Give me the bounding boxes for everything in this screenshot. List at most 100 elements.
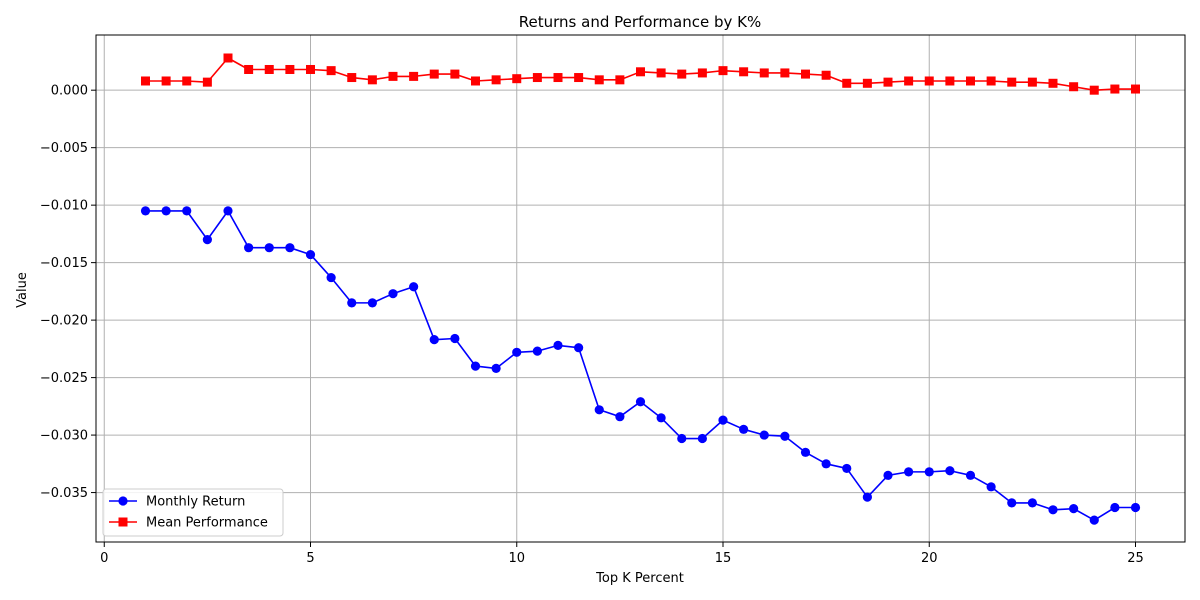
legend-marker-mean-performance (118, 517, 128, 527)
mean-performance-point (512, 74, 522, 84)
x-axis-title: Top K Percent (595, 571, 684, 586)
mean-performance-point (924, 76, 934, 86)
monthly-return-point (821, 459, 831, 469)
monthly-return-point (532, 346, 542, 356)
mean-performance-point (883, 77, 893, 87)
monthly-return-point (223, 206, 233, 216)
mean-performance-point (491, 75, 501, 85)
monthly-return-point (367, 298, 377, 308)
y-tick-label: 0.000 (51, 84, 88, 99)
monthly-return-point (945, 466, 955, 476)
monthly-return-point (986, 482, 996, 492)
monthly-return-point (470, 361, 481, 371)
mean-performance-point (718, 66, 728, 76)
y-axis-title: Value (15, 272, 30, 308)
monthly-return-point (1007, 498, 1017, 508)
mean-performance-point (1048, 78, 1058, 88)
mean-performance-point (656, 68, 666, 78)
mean-performance-point (141, 76, 150, 86)
y-tick-label: −0.030 (40, 429, 88, 444)
y-tick-label: −0.020 (40, 314, 88, 329)
x-tick-label: 10 (508, 551, 525, 566)
monthly-return-point (161, 206, 171, 216)
mean-performance-point (759, 68, 769, 78)
monthly-return-point (718, 415, 728, 425)
monthly-return-point (347, 298, 357, 308)
mean-performance-point (285, 64, 295, 74)
monthly-return-point (842, 463, 852, 474)
mean-performance-point (264, 64, 274, 74)
mean-performance-point (739, 67, 749, 77)
monthly-return-point (1089, 515, 1099, 525)
grid-layer (96, 35, 1185, 542)
monthly-return-point (244, 243, 254, 253)
mean-performance-point (161, 76, 171, 86)
mean-performance-point (244, 64, 254, 74)
monthly-return-point (264, 243, 274, 253)
mean-performance-point (801, 69, 810, 79)
axes-layer: 0 5 10 15 20 25 0.000 −0.005 −0.010 −0.015 −0.020 −… (40, 34, 1186, 566)
mean-performance-point (532, 73, 542, 83)
monthly-return-point (1130, 502, 1141, 513)
y-tick-label: −0.035 (40, 486, 88, 501)
monthly-return-point (450, 333, 460, 344)
legend-box (102, 488, 284, 537)
monthly-return-point (553, 340, 563, 351)
monthly-return-point (202, 235, 212, 245)
mean-performance-point (594, 75, 604, 85)
chart-title: Returns and Performance by K% (519, 13, 761, 31)
legend-label-monthly-return: Monthly Return (146, 495, 245, 510)
mean-performance-point (821, 70, 831, 80)
monthly-return-point (656, 413, 666, 423)
monthly-return-point (1069, 504, 1079, 514)
mean-performance-point (862, 78, 872, 88)
x-tick-label: 15 (715, 551, 732, 566)
monthly-return-point (491, 363, 501, 374)
y-tick-label: −0.015 (40, 256, 88, 271)
monthly-return-point (780, 431, 790, 441)
mean-performance-point (1007, 77, 1017, 87)
mean-performance-point (202, 77, 212, 87)
monthly-return-point (635, 397, 646, 407)
monthly-return-point (285, 243, 295, 253)
monthly-return-point (409, 282, 419, 292)
x-tick-label: 20 (921, 551, 938, 566)
mean-performance-point (1027, 77, 1037, 87)
x-tick-label: 25 (1127, 551, 1144, 566)
mean-performance-point (182, 76, 192, 86)
monthly-return-point (759, 430, 769, 440)
mean-performance-point (553, 73, 563, 83)
mean-performance-point (677, 69, 687, 79)
x-tick-label: 5 (306, 551, 314, 566)
legend-label-mean-performance: Mean Performance (146, 516, 268, 531)
monthly-return-point (305, 249, 316, 260)
mean-performance-point (1089, 85, 1099, 95)
mean-performance-point (842, 78, 852, 88)
monthly-return-point (739, 424, 749, 434)
monthly-return-point (677, 433, 687, 444)
monthly-return-point (965, 470, 976, 480)
monthly-return-point (1110, 502, 1120, 513)
mean-performance-point (636, 67, 645, 77)
plot-frame (95, 34, 1186, 543)
monthly-return-point (924, 467, 934, 477)
mean-performance-point (1069, 82, 1079, 92)
mean-performance-point (306, 64, 315, 74)
series-layer (140, 53, 1141, 525)
mean-performance-point (223, 53, 233, 63)
monthly-return-point (140, 206, 151, 216)
monthly-return-point (512, 347, 522, 357)
y-tick-label: −0.005 (40, 141, 88, 156)
mean-performance-point (1131, 84, 1140, 94)
monthly-return-point (615, 412, 625, 422)
legend-marker-monthly-return (118, 496, 128, 506)
mean-performance-point (574, 73, 584, 83)
monthly-return-point (388, 289, 398, 299)
monthly-return-point (862, 492, 872, 502)
monthly-return-point (904, 467, 914, 477)
mean-performance-point (326, 66, 336, 76)
monthly-return-point (574, 343, 584, 353)
monthly-return-point (697, 433, 707, 444)
mean-performance-point (615, 75, 625, 85)
